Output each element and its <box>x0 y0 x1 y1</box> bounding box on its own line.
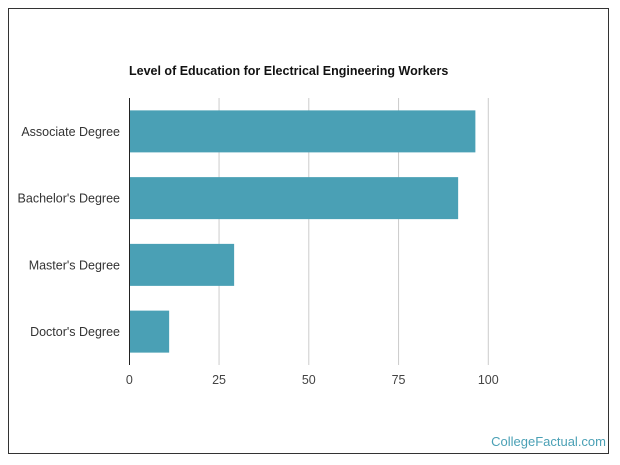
bar <box>129 243 235 286</box>
x-tick-label: 50 <box>302 373 316 387</box>
brand-link[interactable]: CollegeFactual.com <box>491 434 606 449</box>
x-tick-label: 25 <box>212 373 226 387</box>
bar <box>129 177 459 220</box>
chart-title: Level of Education for Electrical Engine… <box>129 64 448 78</box>
x-tick-label: 0 <box>126 373 133 387</box>
bar <box>129 310 170 353</box>
x-tick-label: 100 <box>478 373 499 387</box>
chart-frame <box>8 8 609 454</box>
category-label: Associate Degree <box>21 125 120 139</box>
category-label: Master's Degree <box>29 258 120 272</box>
category-label: Bachelor's Degree <box>18 192 120 206</box>
bar <box>129 110 476 153</box>
category-label: Doctor's Degree <box>30 325 120 339</box>
x-tick-label: 75 <box>392 373 406 387</box>
